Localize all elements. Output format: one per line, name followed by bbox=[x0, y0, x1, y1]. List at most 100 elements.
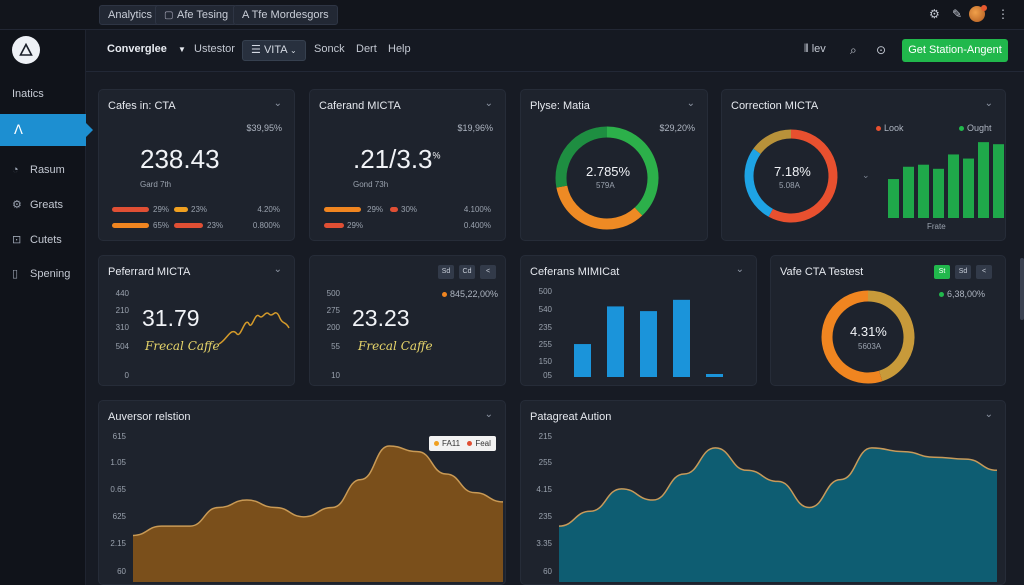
chevron-right-icon: ⌄ bbox=[862, 170, 870, 180]
analytics-icon: ꓥ bbox=[14, 122, 23, 137]
card-title: Vafe CTA Testest bbox=[780, 266, 864, 278]
pill-bar bbox=[174, 223, 203, 228]
donut-chart bbox=[744, 129, 838, 223]
sidebar-item-rasum[interactable]: ◔ Rasum bbox=[12, 164, 65, 176]
sidebar-section-title: Inatics bbox=[12, 88, 44, 100]
menu-dert[interactable]: Dert bbox=[356, 43, 377, 55]
sidebar-item-greats[interactable]: ⚙ Greats bbox=[12, 199, 64, 211]
logo[interactable] bbox=[12, 36, 40, 64]
gear-icon: ⚙ bbox=[12, 199, 22, 211]
card-title: Patagreat Aution bbox=[530, 411, 612, 423]
donut-slice bbox=[744, 148, 774, 217]
area-line bbox=[558, 447, 998, 527]
collapse-icon[interactable]: < bbox=[976, 265, 992, 279]
row-value: 23% bbox=[207, 221, 224, 230]
y-tick: 500 bbox=[326, 289, 340, 298]
row-value: 0.400% bbox=[463, 221, 491, 230]
corner-value: $19,96% bbox=[457, 123, 493, 133]
toolbar-sd[interactable]: Sd bbox=[438, 265, 454, 279]
menu-help[interactable]: Help bbox=[388, 43, 411, 55]
sidebar-item-spening[interactable]: ▯ Spening bbox=[12, 268, 71, 280]
legend-dot bbox=[959, 126, 964, 131]
y-tick: 255 bbox=[538, 340, 552, 349]
toolbar-st[interactable]: St bbox=[934, 265, 950, 279]
collapse-icon[interactable]: < bbox=[480, 265, 496, 279]
scrollbar[interactable] bbox=[1020, 258, 1024, 320]
bar bbox=[673, 299, 690, 377]
y-tick: 10 bbox=[331, 371, 340, 380]
y-tick: 1.05 bbox=[110, 458, 126, 467]
tab-analytics[interactable]: Analytics bbox=[99, 5, 162, 25]
bar bbox=[903, 166, 914, 218]
toolbar-sd[interactable]: Sd bbox=[955, 265, 971, 279]
view-toggle[interactable]: ⫴ lev bbox=[804, 43, 826, 55]
sidebar-item-cutets[interactable]: ⊡ Cutets bbox=[12, 234, 62, 246]
card-title: Plyse: Matia bbox=[530, 100, 590, 112]
card-frecal-caffe: Sd Cd < 845,22,00% 500 275 200 55 10 23.… bbox=[309, 255, 506, 386]
menu-ustestor[interactable]: Ustestor bbox=[194, 43, 235, 55]
row-value: 4.100% bbox=[463, 205, 491, 214]
chevron-down-icon[interactable]: ⌄ bbox=[273, 98, 282, 109]
corner-value: 6,38,00% bbox=[939, 289, 985, 299]
chevron-down-icon[interactable]: ⌄ bbox=[273, 264, 282, 275]
area-chart bbox=[132, 445, 504, 582]
script-label: Frecal Caffe bbox=[145, 339, 220, 353]
top-bar: Analytics ▢ Afe Tesing A Tfe Mordesgors ⚙… bbox=[0, 0, 1024, 30]
y-tick: 440 bbox=[115, 289, 129, 298]
brand-menu[interactable]: Converglee ▼ bbox=[107, 43, 186, 55]
chevron-down-icon[interactable]: ⌄ bbox=[735, 264, 744, 275]
row-value: 29% bbox=[347, 221, 364, 230]
card-title: Ceferans MIMICat bbox=[530, 266, 620, 278]
y-tick: 150 bbox=[538, 357, 552, 366]
tab-afe-tesing[interactable]: ▢ Afe Tesing bbox=[155, 5, 238, 25]
chevron-down-icon: ▼ bbox=[177, 45, 186, 54]
card-auversor-relstion: Auversor relstion ⌄ 615 1.05 0.65 625 2.… bbox=[98, 400, 506, 585]
row-value: 29% bbox=[153, 205, 170, 214]
chevron-down-icon[interactable]: ⌄ bbox=[484, 98, 493, 109]
bar bbox=[888, 179, 899, 218]
y-tick: 500 bbox=[538, 287, 552, 296]
chevron-down-icon[interactable]: ⌄ bbox=[484, 409, 493, 420]
bar-chart bbox=[574, 299, 723, 377]
chevron-down-icon[interactable]: ⌄ bbox=[984, 98, 993, 109]
y-tick: 235 bbox=[538, 512, 552, 521]
chevron-down-icon[interactable]: ⌄ bbox=[686, 98, 695, 109]
y-tick: 2.15 bbox=[110, 539, 126, 548]
y-tick: 210 bbox=[115, 306, 129, 315]
sub-label: Gard 7th bbox=[140, 180, 172, 189]
card-cafes-cta: Cafes in: CTA ⌄ $39,95% 238.43 Gard 7th … bbox=[98, 89, 295, 241]
search-icon[interactable]: ⌕ bbox=[850, 43, 857, 57]
toolbar-cd[interactable]: Cd bbox=[459, 265, 475, 279]
help-circle-icon[interactable]: ⊙ bbox=[876, 43, 887, 57]
card-title: Caferand MICTA bbox=[319, 100, 401, 112]
tab-mordesgors[interactable]: A Tfe Mordesgors bbox=[233, 5, 338, 25]
y-tick: 3.35 bbox=[536, 539, 552, 548]
columns-icon: ⫴ bbox=[804, 43, 809, 55]
card-correction-micta: Correction MICTA ⌄ Look Ought 7.18% 5.08… bbox=[721, 89, 1006, 241]
card-ceferans-mimicat: Ceferans MIMICat ⌄ 500 540 235 255 150 0… bbox=[520, 255, 757, 386]
row-value: 65% bbox=[153, 221, 170, 230]
more-icon[interactable]: ⋮ bbox=[997, 7, 1009, 21]
card-title: Auversor relstion bbox=[108, 411, 191, 423]
get-station-agent-button[interactable]: Get Station-Angent bbox=[902, 39, 1008, 62]
settings-icon[interactable]: ⚙ bbox=[929, 7, 940, 21]
row-value: 29% bbox=[367, 205, 384, 214]
edit-icon[interactable]: ✎ bbox=[952, 7, 963, 21]
donut-slice bbox=[753, 129, 792, 155]
sidebar-item-active[interactable]: ꓥ bbox=[0, 114, 93, 146]
phone-icon: ▯ bbox=[12, 268, 19, 280]
card-title: Cafes in: CTA bbox=[108, 100, 176, 112]
vita-select[interactable]: ☰ VITA ⌄ bbox=[242, 40, 306, 61]
area-chart bbox=[558, 447, 998, 582]
row-value: 4.20% bbox=[257, 205, 280, 214]
menu-sonck[interactable]: Sonck bbox=[314, 43, 345, 55]
chevron-down-icon[interactable]: ⌄ bbox=[984, 409, 993, 420]
y-tick: 05 bbox=[543, 371, 552, 380]
area-fill bbox=[133, 446, 503, 582]
corner-value: $39,95% bbox=[246, 123, 282, 133]
pill-bar bbox=[324, 223, 344, 228]
avatar[interactable] bbox=[969, 5, 987, 22]
lock-icon: ⊡ bbox=[12, 234, 22, 246]
donut-slice bbox=[555, 126, 608, 188]
bar bbox=[640, 311, 657, 377]
